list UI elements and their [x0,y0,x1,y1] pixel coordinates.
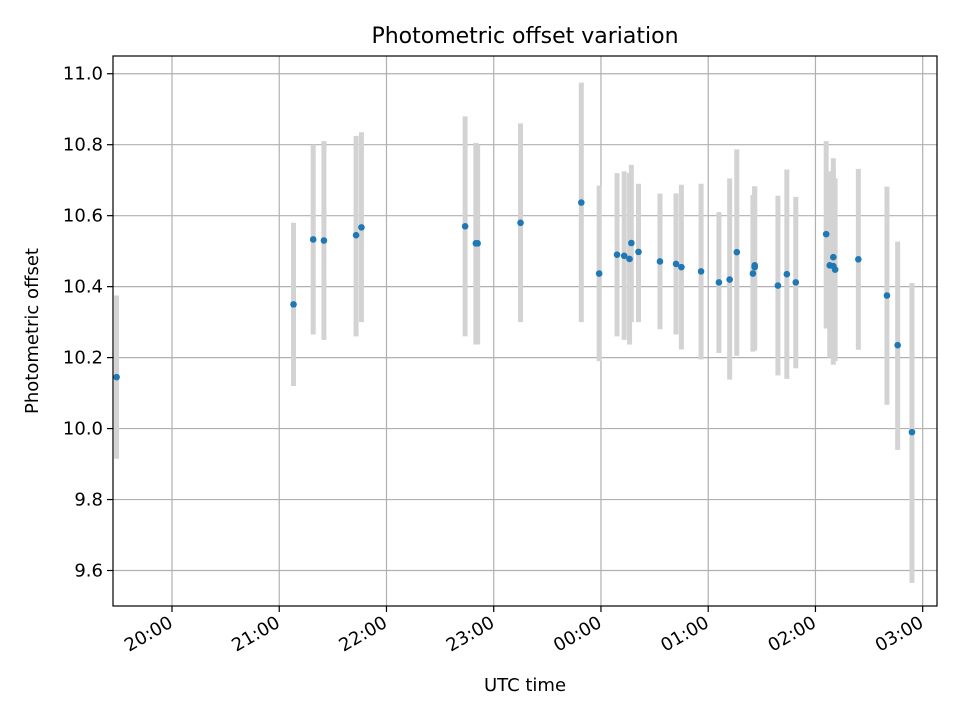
x-tick-label: 02:00 [765,612,820,656]
data-point [628,239,635,247]
data-point [620,252,628,260]
chart-title: Photometric offset variation [371,24,678,49]
x-tick-label: 03:00 [872,612,927,656]
data-point [461,223,469,230]
y-tick-label: 10.6 [63,206,103,227]
data-point [678,263,685,271]
x-tick-label: 00:00 [550,612,605,656]
data-point [792,279,800,286]
data-point [613,251,621,259]
data-point [908,428,916,436]
y-tick-label: 9.6 [74,561,103,582]
data-point [113,373,120,381]
data-point [855,256,862,263]
data-point [595,270,603,277]
x-tick-label: 23:00 [443,612,498,656]
y-tick-label: 10.2 [63,348,103,369]
data-point [726,276,733,283]
x-tick-label: 22:00 [336,612,391,656]
x-tick-label: 21:00 [228,612,283,656]
y-tick-label: 11.0 [63,64,103,85]
data-point [894,341,901,349]
data-point [474,240,481,247]
data-point [749,270,757,277]
data-point [672,260,680,268]
plot-background [113,56,937,606]
data-points [113,199,916,436]
x-tick-label: 20:00 [121,612,176,656]
data-point [517,219,524,227]
y-axis-ticks: 9.6 9.8 10.0 10.2 10.4 10.6 10.8 11.0 [63,64,113,582]
data-point [352,231,360,239]
data-point [883,292,891,299]
y-tick-label: 10.4 [63,277,103,298]
x-axis-ticks: 20:00 21:00 22:00 23:00 00:00 01:00 02:00 03:00 [121,606,927,656]
data-point [697,268,705,275]
data-point [320,237,328,244]
y-tick-label: 10.8 [63,135,103,156]
data-point [290,301,297,308]
data-point [831,266,839,273]
data-point [578,199,585,206]
y-tick-label: 9.8 [74,490,103,511]
data-point [715,279,723,286]
x-tick-label: 01:00 [657,612,712,656]
data-point [822,230,830,238]
y-tick-label: 10.0 [63,419,103,440]
data-point [358,224,365,231]
data-point [830,253,837,261]
data-point [656,258,664,265]
x-axis-label: UTC time [484,675,566,696]
data-point [751,263,758,271]
data-point [783,270,791,278]
data-point [733,248,741,256]
data-point [774,282,782,289]
data-point [635,248,642,256]
data-point [309,236,317,243]
plot-frame [112,55,938,607]
data-point [626,255,633,263]
y-axis-label: Photometric offset [22,248,43,414]
